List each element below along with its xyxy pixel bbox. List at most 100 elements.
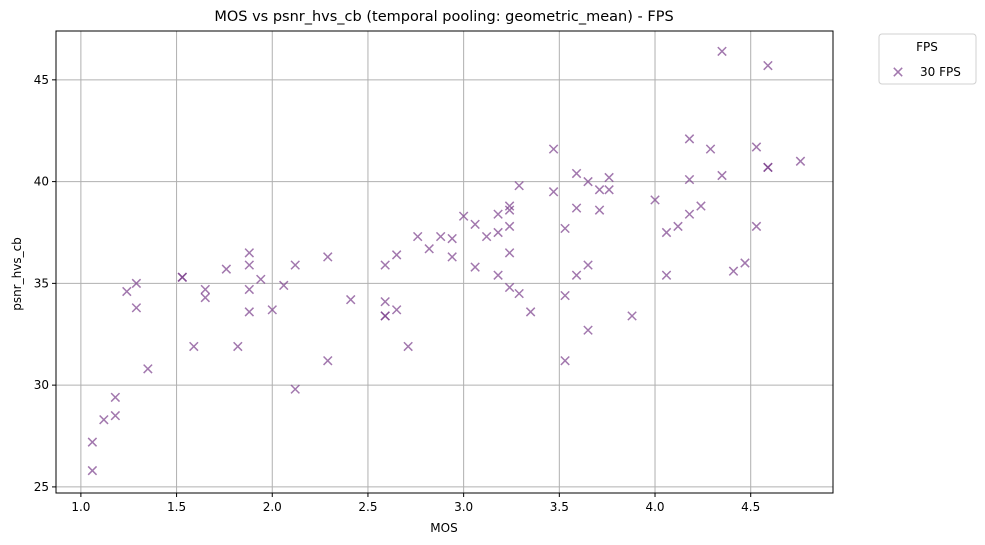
data-point [493, 270, 503, 280]
data-point [380, 296, 390, 307]
data-point [594, 185, 605, 195]
data-point [504, 205, 515, 215]
data-point [571, 203, 582, 213]
data-point [571, 270, 582, 280]
data-point [684, 174, 695, 185]
data-point [504, 221, 515, 232]
data-point [627, 311, 637, 321]
x-tick-label: 2.5 [358, 500, 377, 514]
data-point [177, 272, 188, 282]
data-point [751, 142, 762, 152]
data-point [131, 278, 142, 289]
data-point [594, 205, 605, 215]
data-point [684, 134, 695, 144]
data-point [684, 209, 695, 219]
data-point [795, 156, 806, 166]
data-point [435, 231, 446, 242]
data-point [504, 282, 515, 293]
y-tick-label: 35 [34, 276, 49, 290]
data-point [470, 262, 480, 272]
data-point [380, 311, 390, 321]
legend-title: FPS [916, 40, 938, 54]
data-point [560, 290, 570, 301]
data-point [131, 303, 142, 313]
plot-frame [55, 30, 834, 494]
data-point [514, 288, 524, 299]
data-point [717, 170, 727, 181]
legend-marker [893, 67, 903, 77]
data-point [525, 307, 536, 317]
data-point [221, 264, 232, 274]
data-point [705, 144, 716, 154]
data-point [424, 244, 434, 254]
data-point [560, 355, 570, 366]
data-point [763, 60, 773, 71]
data-point [728, 266, 739, 276]
data-point [189, 341, 199, 352]
data-point [548, 187, 559, 197]
data-point [403, 341, 413, 352]
data-point [493, 209, 503, 219]
data-point [717, 46, 727, 57]
y-tick-label: 30 [34, 378, 49, 392]
data-point [493, 227, 503, 238]
x-axis-label: MOS [430, 521, 457, 535]
x-tick-label: 3.0 [454, 500, 473, 514]
data-point [604, 185, 614, 195]
data-point [110, 410, 121, 421]
data-point [200, 284, 211, 295]
data-point [87, 465, 98, 476]
data-point [323, 355, 333, 366]
x-tick-label: 4.0 [645, 500, 664, 514]
x-tick-label: 1.0 [71, 500, 90, 514]
data-point [110, 392, 121, 403]
y-tick-label: 40 [34, 175, 49, 189]
data-point [560, 223, 570, 234]
data-point [583, 325, 593, 335]
data-point [290, 260, 300, 270]
data-point [673, 221, 683, 232]
data-point [323, 252, 333, 262]
data-point [604, 172, 614, 183]
y-tick-label: 45 [34, 73, 49, 87]
data-point [244, 248, 255, 258]
legend-box [878, 33, 977, 85]
data-point [751, 221, 762, 232]
x-tick-label: 2.0 [263, 500, 282, 514]
data-point [583, 176, 593, 187]
axis-ticks: 1.0 1.5 2.0 2.5 3.0 3.5 4.0 4.5 25 30 35 40 45 [34, 73, 761, 514]
data-point [447, 252, 457, 262]
data-point [504, 248, 515, 258]
data-point [233, 341, 243, 352]
data-point [143, 364, 153, 374]
data-point [412, 231, 423, 242]
legend: FPS 30 FPS [878, 33, 977, 85]
data-point [481, 231, 492, 242]
data-point [87, 437, 98, 447]
data-point [244, 307, 255, 317]
data-point [447, 233, 457, 244]
data-point [514, 180, 524, 191]
data-point [391, 250, 402, 260]
data-point [740, 258, 750, 268]
data-point [571, 168, 582, 179]
x-tick-label: 4.5 [741, 500, 760, 514]
data-point [458, 211, 469, 221]
data-point [345, 294, 356, 305]
legend-marker-x [893, 67, 903, 77]
data-point [470, 219, 480, 230]
data-point [267, 305, 277, 315]
y-tick-label: 25 [34, 480, 49, 494]
grid-lines [56, 31, 833, 493]
x-tick-label: 1.5 [167, 500, 186, 514]
data-point [244, 260, 255, 270]
data-points [87, 46, 806, 476]
y-axis-label: psnr_hvs_cb [10, 237, 24, 311]
data-point [200, 292, 211, 303]
data-point [290, 384, 300, 394]
data-point [391, 305, 402, 315]
chart-title: MOS vs psnr_hvs_cb (temporal pooling: ge… [214, 9, 673, 25]
data-point [279, 280, 289, 291]
legend-label: 30 FPS [920, 65, 961, 79]
